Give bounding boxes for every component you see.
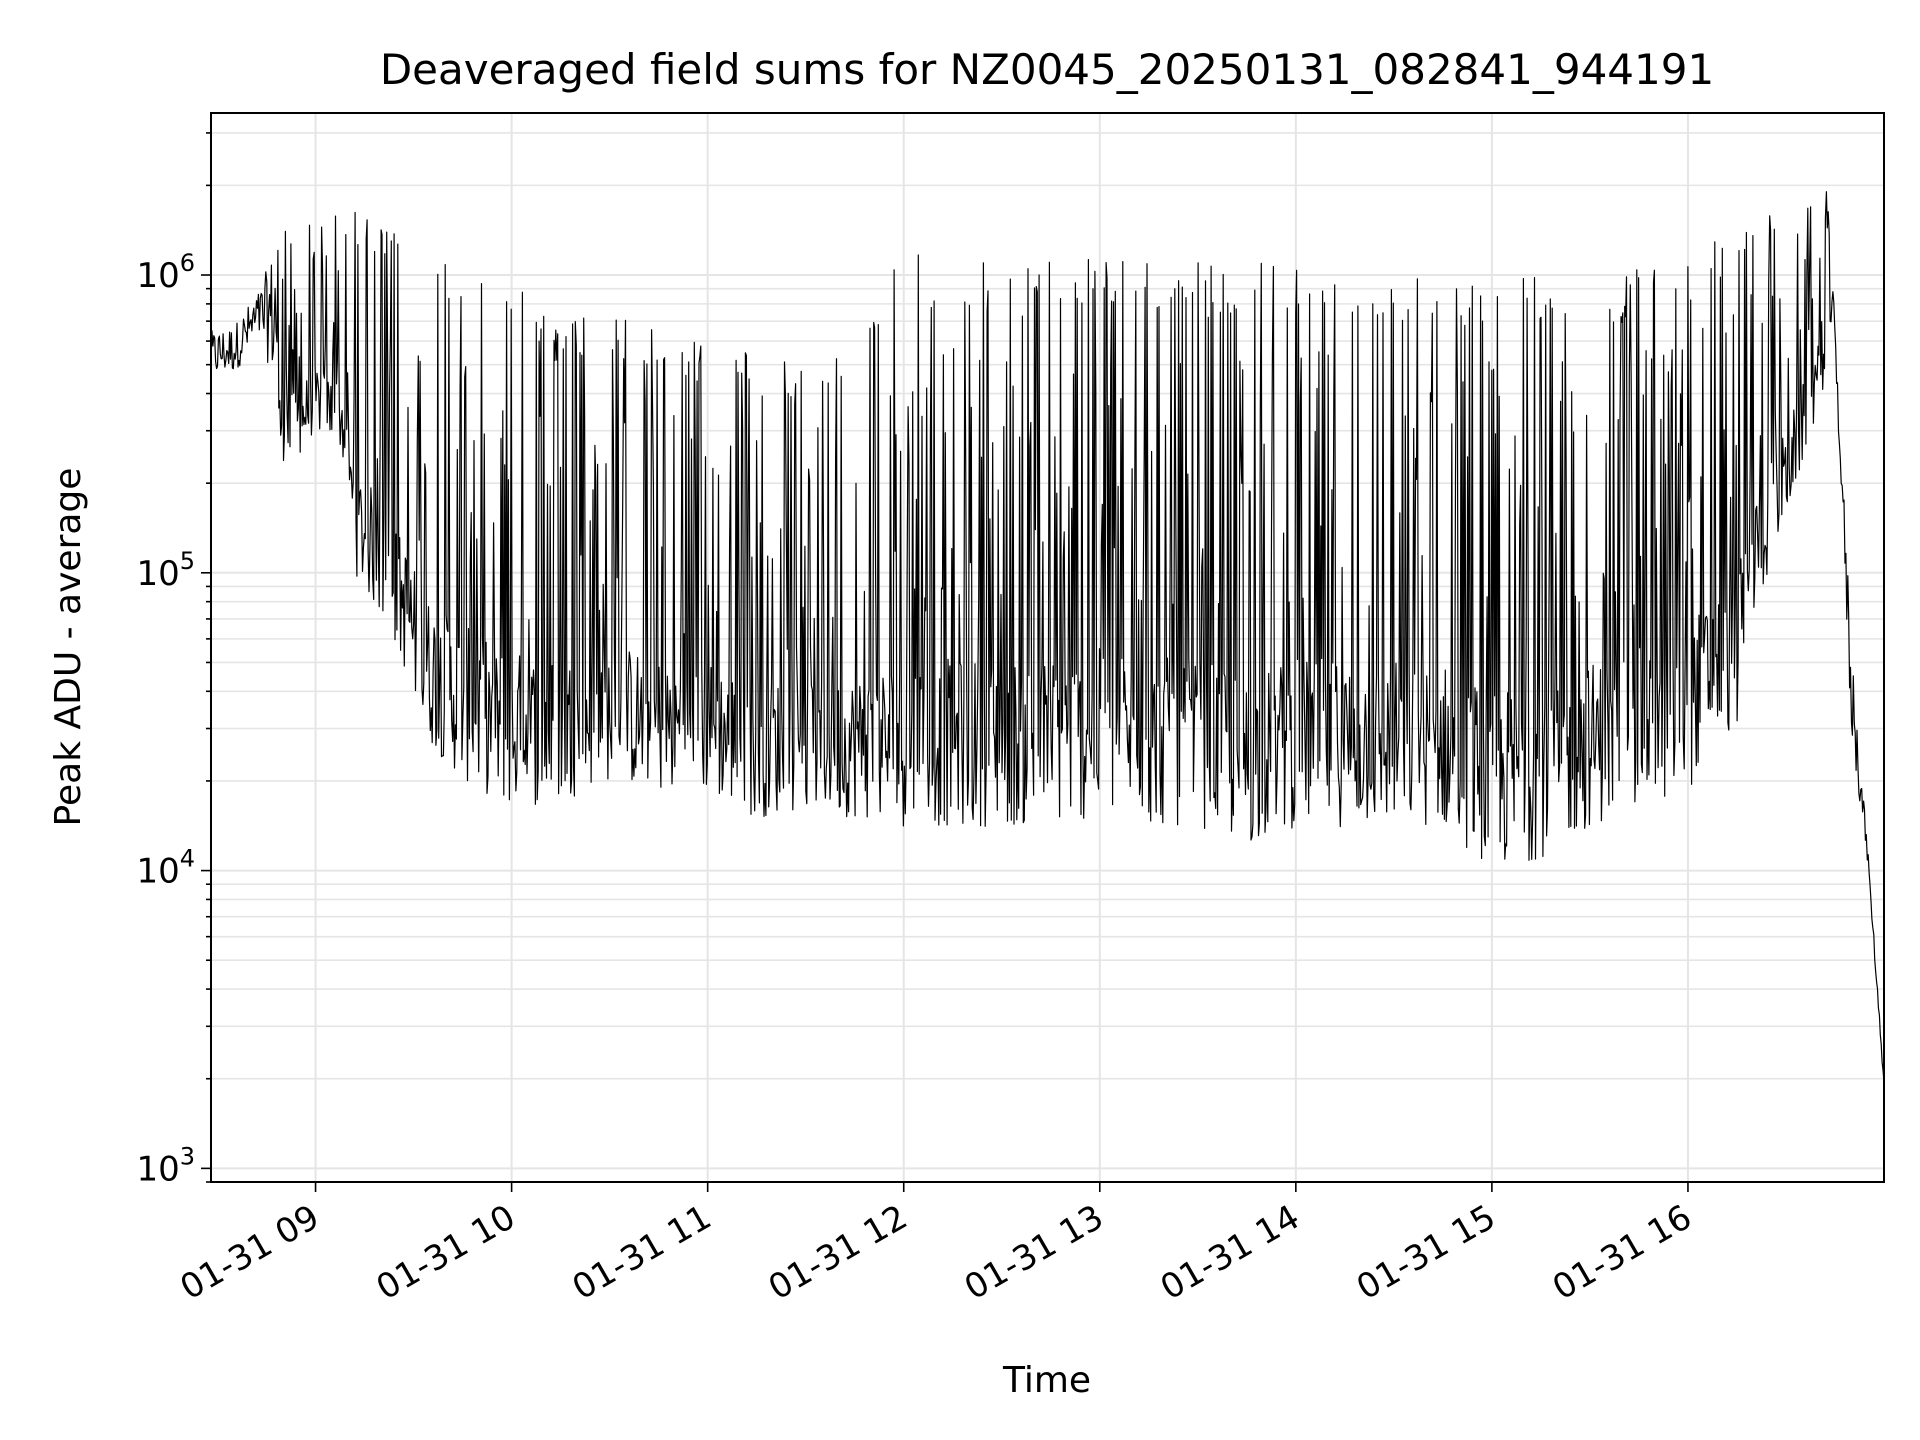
plot-frame bbox=[210, 112, 1885, 1183]
y-tick-label: 105 bbox=[136, 547, 195, 594]
y-tick-label: 104 bbox=[136, 845, 195, 892]
series-line bbox=[210, 191, 1885, 1084]
chart-title: Deaveraged field sums for NZ0045_2025013… bbox=[380, 45, 1714, 94]
x-axis-label: Time bbox=[1002, 1360, 1091, 1401]
y-tick-label: 103 bbox=[136, 1142, 195, 1189]
y-axis-label: Peak ADU - average bbox=[48, 468, 89, 827]
y-tick-label: 106 bbox=[136, 249, 195, 296]
y-axis: 103 104 105 106 bbox=[136, 249, 195, 1189]
